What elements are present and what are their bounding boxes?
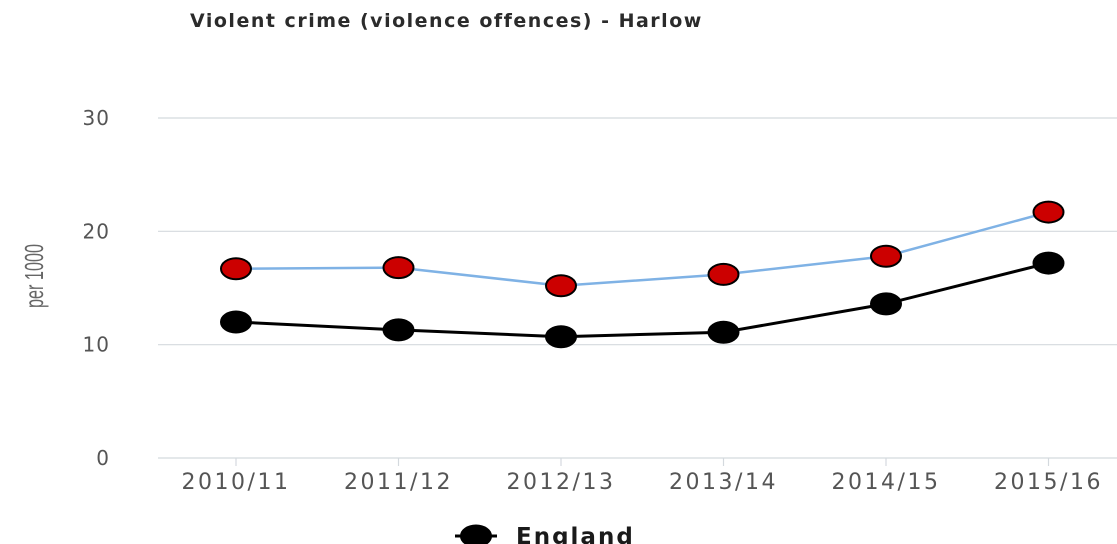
y-tick-label: 30 <box>83 106 110 130</box>
data-point-harlow <box>707 262 740 286</box>
data-point-england <box>382 318 415 342</box>
data-point-england <box>870 292 902 316</box>
x-tick-label: 2015/16 <box>994 470 1103 495</box>
data-point-england <box>1032 251 1065 275</box>
series-line-harlow <box>235 210 1049 287</box>
chart-title: Violent crime (violence offences) - Harl… <box>190 10 703 32</box>
y-axis-label: per 1000 <box>19 244 49 308</box>
data-point-england <box>707 320 740 344</box>
legend: England <box>455 524 635 544</box>
data-point-harlow <box>545 274 577 298</box>
legend-marker-england <box>460 524 492 544</box>
data-point-harlow <box>1032 200 1065 224</box>
y-tick-label: 0 <box>96 446 110 470</box>
x-tick-label: 2012/13 <box>507 470 616 495</box>
x-tick-label: 2011/12 <box>344 470 453 495</box>
data-point-harlow <box>870 244 902 268</box>
y-tick-label: 10 <box>83 333 110 357</box>
x-tick-label: 2014/15 <box>832 470 941 495</box>
y-tick-label: 20 <box>83 219 110 243</box>
data-point-england <box>545 325 577 349</box>
x-tick-labels: 2010/11 2011/12 2012/13 2013/14 2014/15 2015/… <box>182 470 1103 495</box>
series-markers <box>220 200 1065 349</box>
series-lines <box>235 210 1049 339</box>
y-tick-labels: 0 10 20 30 <box>83 106 110 470</box>
data-point-england <box>220 310 252 334</box>
data-point-harlow <box>220 257 252 281</box>
x-tick-label: 2010/11 <box>182 470 291 495</box>
x-tick-label: 2013/14 <box>669 470 778 495</box>
series-line-england <box>235 261 1049 339</box>
legend-label-england: England <box>516 524 635 544</box>
data-point-harlow <box>382 256 415 280</box>
grid-lines <box>158 117 1117 466</box>
